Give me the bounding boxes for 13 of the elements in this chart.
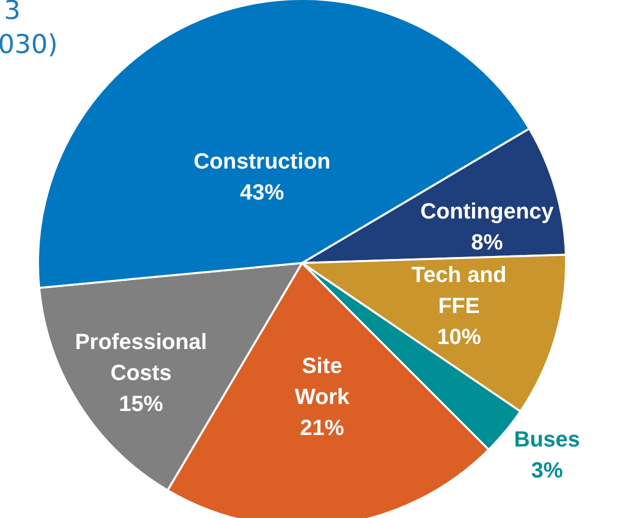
slice-label: Contingency <box>420 198 554 224</box>
data-label: 43% <box>240 180 284 205</box>
data-label: 3% <box>531 458 563 483</box>
data-label: 8% <box>471 230 503 255</box>
slice-label: Professional Costs <box>74 329 208 386</box>
text: 030) <box>0 30 58 60</box>
slice-label: Buses <box>514 426 580 452</box>
data-label: 10% <box>436 324 482 350</box>
data-label: 21% <box>300 415 344 440</box>
data-label: 15% <box>118 391 164 416</box>
slice-label: Tech and FFE <box>412 262 506 318</box>
slice-label: Construction <box>194 148 330 174</box>
slice-label: Site Work <box>294 353 350 410</box>
